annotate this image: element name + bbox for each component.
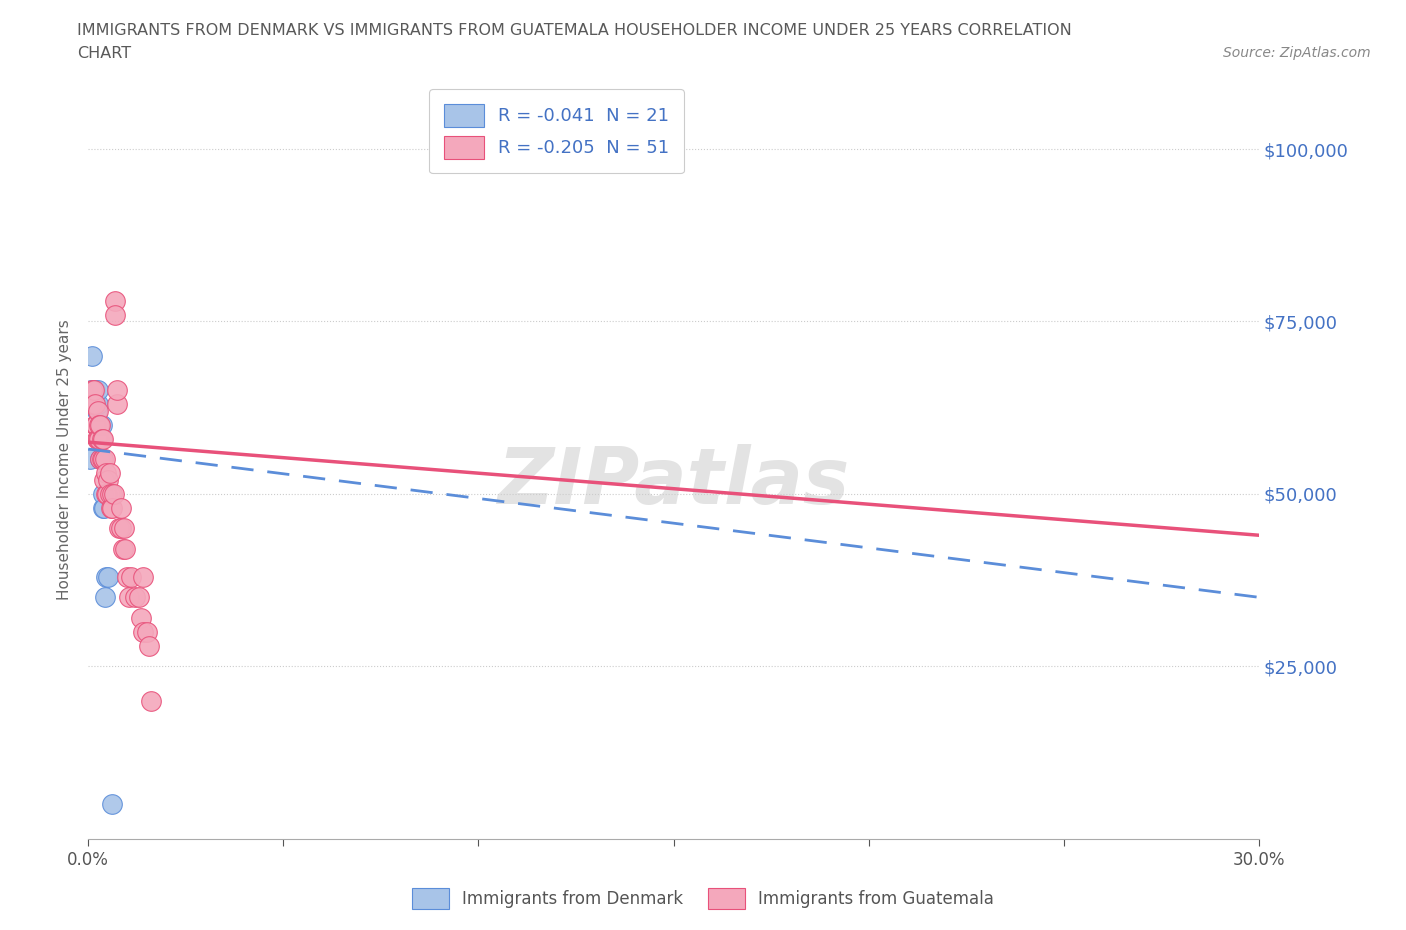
- Point: [90, 418, 112, 432]
- Point: [91, 500, 114, 515]
- Point: [80, 383, 103, 398]
- Point: [84, 383, 107, 398]
- Point: [80, 383, 103, 398]
- Point: [120, 569, 142, 584]
- Point: [91, 432, 114, 446]
- Point: [115, 569, 138, 584]
- Point: [94, 466, 117, 481]
- Point: [86, 404, 108, 418]
- Point: [108, 521, 131, 536]
- Point: [100, 500, 122, 515]
- Point: [89, 418, 111, 432]
- Point: [112, 521, 135, 536]
- Point: [93, 452, 115, 467]
- Point: [118, 590, 141, 604]
- Point: [80, 397, 103, 412]
- Point: [97, 472, 120, 487]
- Point: [87, 432, 110, 446]
- Point: [103, 486, 125, 501]
- Point: [87, 404, 110, 418]
- Text: ZIPatlas: ZIPatlas: [498, 445, 849, 520]
- Text: IMMIGRANTS FROM DENMARK VS IMMIGRANTS FROM GUATEMALA HOUSEHOLDER INCOME UNDER 25: IMMIGRANTS FROM DENMARK VS IMMIGRANTS FR…: [77, 23, 1073, 38]
- Point: [91, 486, 114, 501]
- Point: [82, 397, 104, 412]
- Point: [79, 452, 101, 467]
- Point: [93, 472, 115, 487]
- Point: [98, 466, 121, 481]
- Point: [132, 624, 155, 639]
- Point: [97, 569, 120, 584]
- Point: [89, 452, 111, 467]
- Point: [93, 590, 115, 604]
- Legend: R = -0.041  N = 21, R = -0.205  N = 51: R = -0.041 N = 21, R = -0.205 N = 51: [429, 89, 683, 174]
- Text: CHART: CHART: [77, 46, 131, 61]
- Point: [94, 569, 117, 584]
- Point: [90, 432, 112, 446]
- Point: [104, 293, 127, 308]
- Point: [107, 397, 129, 412]
- Point: [138, 638, 160, 653]
- Y-axis label: Householder Income Under 25 years: Householder Income Under 25 years: [58, 319, 72, 600]
- Point: [98, 486, 121, 501]
- Point: [96, 486, 118, 501]
- Point: [107, 383, 129, 398]
- Point: [100, 797, 122, 812]
- Point: [139, 694, 162, 709]
- Point: [104, 307, 127, 322]
- Point: [87, 383, 110, 398]
- Point: [80, 349, 103, 364]
- Point: [135, 624, 157, 639]
- Point: [112, 541, 135, 556]
- Point: [87, 432, 110, 446]
- Point: [128, 590, 150, 604]
- Point: [93, 500, 115, 515]
- Point: [110, 500, 132, 515]
- Point: [84, 418, 107, 432]
- Point: [129, 611, 152, 626]
- Point: [132, 569, 155, 584]
- Point: [100, 486, 122, 501]
- Point: [89, 452, 111, 467]
- Point: [83, 383, 105, 398]
- Point: [101, 500, 124, 515]
- Point: [94, 486, 117, 501]
- Point: [83, 383, 105, 398]
- Point: [87, 397, 110, 412]
- Point: [84, 418, 107, 432]
- Point: [86, 432, 108, 446]
- Point: [91, 452, 114, 467]
- Legend: Immigrants from Denmark, Immigrants from Guatemala: Immigrants from Denmark, Immigrants from…: [404, 880, 1002, 917]
- Point: [90, 452, 112, 467]
- Text: Source: ZipAtlas.com: Source: ZipAtlas.com: [1223, 46, 1371, 60]
- Point: [124, 590, 146, 604]
- Point: [84, 397, 107, 412]
- Point: [87, 418, 110, 432]
- Point: [110, 521, 132, 536]
- Point: [83, 397, 105, 412]
- Point: [89, 418, 111, 432]
- Point: [84, 397, 107, 412]
- Point: [87, 418, 110, 432]
- Point: [114, 541, 136, 556]
